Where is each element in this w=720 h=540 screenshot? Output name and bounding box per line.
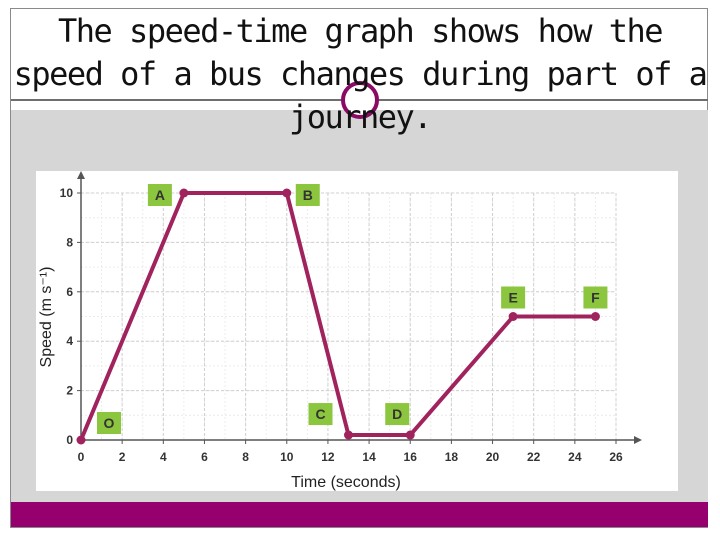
y-axis-arrow-icon [77, 171, 85, 179]
point-label-text: C [315, 406, 325, 422]
point-label-box [501, 286, 526, 309]
y-axis-label: Speed (m s⁻¹) [38, 267, 55, 368]
data-point [590, 312, 600, 321]
x-tick-label: 16 [404, 450, 418, 464]
title-rule-left [11, 99, 351, 101]
data-point [405, 430, 415, 440]
x-tick-label: 8 [242, 450, 249, 464]
x-tick-label: 4 [160, 450, 167, 464]
x-tick-label: 18 [445, 450, 459, 464]
x-tick-label: 6 [201, 450, 208, 464]
grid [81, 192, 617, 440]
x-tick-label: 12 [321, 450, 335, 464]
x-tick-label: 22 [527, 450, 541, 464]
x-axis-arrow-icon [634, 436, 642, 444]
data-point [344, 430, 353, 440]
y-tick-label: 6 [66, 285, 73, 299]
point-label-box [583, 286, 608, 309]
y-tick-label: 8 [66, 235, 73, 249]
y-tick-label: 4 [66, 334, 73, 348]
point-label-text: A [155, 187, 165, 203]
x-tick-label: 14 [362, 450, 376, 464]
x-tick-label: 26 [609, 450, 623, 464]
x-tick-label: 20 [486, 450, 500, 464]
point-label-box [295, 184, 320, 206]
x-tick-label: 2 [119, 450, 126, 464]
point-label-text: O [104, 415, 115, 431]
point-label-text: F [591, 290, 600, 306]
point-label-box [97, 412, 121, 434]
point-label-text: D [392, 406, 402, 422]
point-label-boxes: O A B C D E F [97, 184, 608, 434]
footer-bar [11, 502, 708, 527]
data-point [76, 435, 86, 445]
data-point [282, 188, 292, 198]
point-label-text: E [508, 290, 517, 306]
y-tick-label: 10 [60, 186, 74, 200]
data-series [76, 188, 600, 445]
x-axis-label: Time (seconds) [291, 474, 401, 491]
point-label-box [308, 403, 333, 426]
point-label-box [385, 403, 410, 426]
slide-title: The speed-time graph shows how the speed… [13, 12, 708, 136]
axes [77, 171, 642, 444]
x-tick-label: 10 [280, 450, 294, 464]
ring-ornament-icon [341, 81, 379, 119]
data-point [508, 312, 518, 321]
y-tick-label: 2 [66, 384, 73, 398]
x-tick-label: 0 [78, 450, 85, 464]
data-point [179, 188, 189, 198]
point-label-box [147, 184, 172, 206]
chart-background [36, 171, 678, 491]
title-rule-right [378, 99, 708, 101]
point-label-text: B [303, 187, 313, 203]
x-tick-label: 24 [568, 450, 582, 464]
y-tick-label: 0 [66, 433, 73, 447]
